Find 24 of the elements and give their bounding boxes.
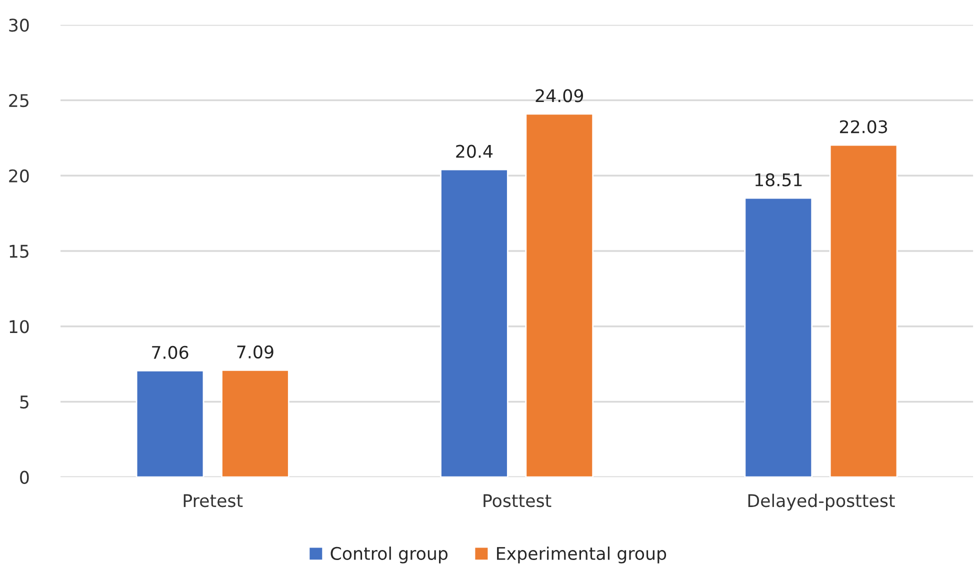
legend-label: Experimental group: [497, 546, 666, 564]
y-tick-label: 20: [9, 169, 29, 182]
legend-label: Control group: [330, 546, 448, 564]
bar: [829, 144, 898, 478]
x-tick-label: Pretest: [184, 494, 243, 508]
y-tick-label: 10: [10, 320, 29, 334]
data-label: 20.4: [456, 144, 493, 158]
y-tick-label: 5: [20, 396, 28, 409]
data-label: 24.09: [536, 89, 584, 102]
x-tick-label: Posttest: [484, 494, 552, 508]
data-label: 7.06: [152, 346, 188, 359]
bar: [221, 370, 290, 478]
y-tick-label: 30: [9, 18, 29, 32]
data-label: 18.51: [755, 173, 802, 186]
data-label: 22.03: [840, 120, 888, 134]
x-tick-label: Delayed-posttest: [748, 494, 895, 511]
bar: [525, 113, 594, 478]
bar: [744, 197, 813, 478]
y-tick-label: 0: [20, 470, 29, 484]
bar: [440, 168, 508, 478]
y-tick-label: 25: [9, 94, 28, 108]
bar: [136, 370, 204, 478]
data-label: 7.09: [237, 345, 274, 359]
y-tick-label: 15: [10, 244, 28, 258]
